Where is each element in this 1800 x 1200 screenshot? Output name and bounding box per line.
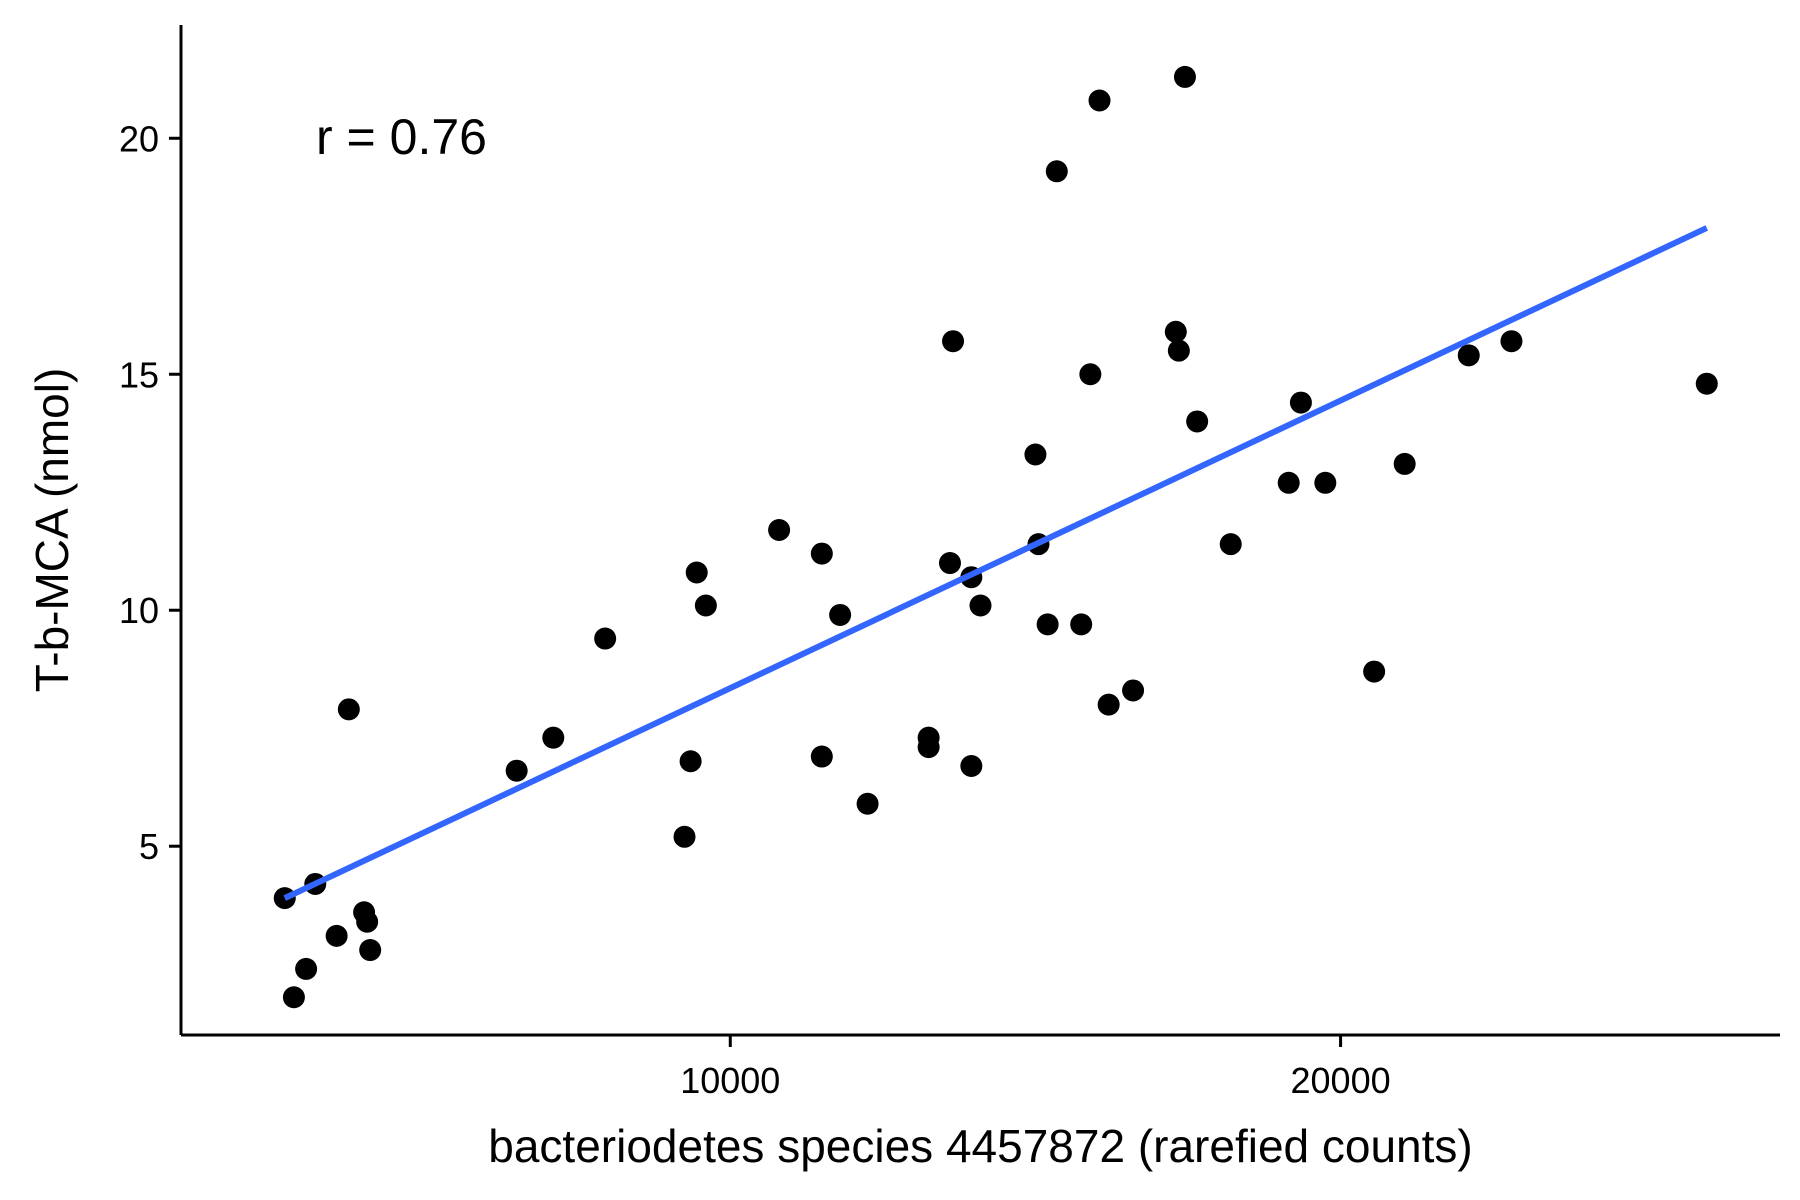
data-point (594, 627, 617, 650)
data-point (1695, 372, 1718, 395)
data-point (942, 330, 965, 353)
data-point (505, 759, 528, 782)
data-point (1088, 89, 1111, 112)
data-point (1024, 443, 1047, 466)
data-point (1314, 471, 1337, 494)
y-tick-label: 5 (139, 826, 159, 867)
y-axis-ticks: 5 10 15 20 (119, 118, 181, 867)
y-tick-label: 15 (119, 354, 159, 395)
data-point (679, 750, 702, 773)
data-point (810, 542, 833, 565)
data-point (917, 736, 940, 759)
data-point (685, 561, 708, 584)
data-point (1097, 693, 1120, 716)
data-point (1393, 452, 1416, 475)
correlation-annotation: r = 0.76 (316, 109, 487, 165)
data-point (829, 603, 852, 626)
data-point (295, 957, 318, 980)
data-point (325, 924, 348, 947)
data-point (1167, 339, 1190, 362)
points-layer (273, 65, 1718, 1009)
data-point (1289, 391, 1312, 414)
x-tick-label: 10000 (680, 1060, 780, 1101)
data-point (1173, 65, 1196, 88)
data-point (969, 594, 992, 617)
data-point (1070, 613, 1093, 636)
data-point (1277, 471, 1300, 494)
data-point (282, 986, 305, 1009)
data-point (1079, 363, 1102, 386)
data-point (356, 910, 379, 933)
data-point (359, 939, 382, 962)
y-tick-label: 20 (119, 118, 159, 159)
data-point (1219, 533, 1242, 556)
data-point (1164, 320, 1187, 343)
data-point (1363, 660, 1386, 683)
data-point (1186, 410, 1209, 433)
x-axis-ticks: 10000 20000 (680, 1035, 1391, 1101)
data-point (1457, 344, 1480, 367)
data-point (1500, 330, 1523, 353)
x-axis-title: bacteriodetes species 4457872 (rarefied … (488, 1120, 1473, 1172)
data-point (694, 594, 717, 617)
data-point (1122, 679, 1145, 702)
data-point (960, 754, 983, 777)
data-point (938, 552, 961, 575)
x-tick-label: 20000 (1291, 1060, 1391, 1101)
data-point (810, 745, 833, 768)
data-point (542, 726, 565, 749)
y-axis-title: T-b-MCA (nmol) (26, 368, 78, 693)
data-point (1045, 160, 1068, 183)
data-point (673, 825, 696, 848)
data-point (1036, 613, 1059, 636)
regression-line (283, 225, 1709, 901)
data-point (337, 698, 360, 721)
data-point (856, 792, 879, 815)
y-tick-label: 10 (119, 590, 159, 631)
data-point (768, 519, 791, 541)
